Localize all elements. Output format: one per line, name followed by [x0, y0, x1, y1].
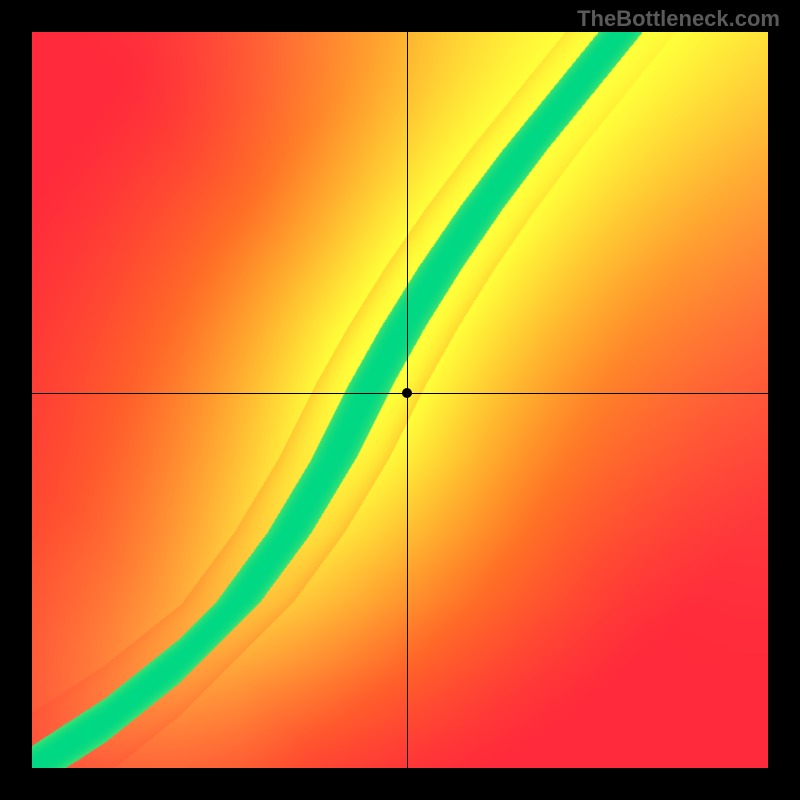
heatmap-canvas — [32, 32, 768, 768]
watermark-text: TheBottleneck.com — [577, 6, 780, 32]
plot-area — [32, 32, 768, 768]
crosshair-horizontal — [32, 393, 768, 394]
crosshair-marker — [402, 388, 412, 398]
crosshair-vertical — [407, 32, 408, 768]
